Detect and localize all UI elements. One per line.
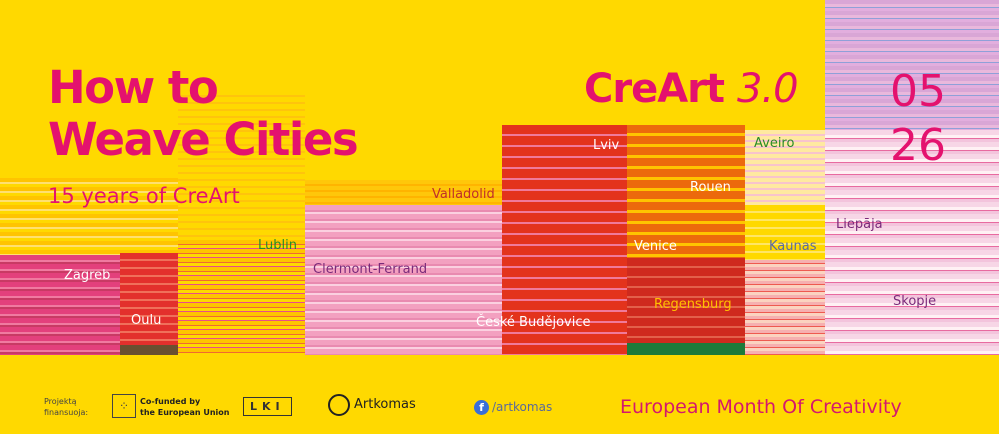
brand-name: CreArt 3.0 <box>584 66 799 112</box>
city-label: Clermont-Ferrand <box>313 262 428 277</box>
date-month: 05 <box>890 66 946 117</box>
city-label: Venice <box>634 239 677 254</box>
artkomas-logo-icon <box>328 394 350 416</box>
city-label: Zagreb <box>64 268 111 283</box>
weave-aveiro <box>745 130 825 205</box>
brand-label: CreArt <box>584 66 725 112</box>
title-line-1: How to <box>48 61 219 114</box>
weave-clermont <box>305 205 502 355</box>
weave-zagreb <box>0 255 120 355</box>
eu-label-line-1: Co-funded by <box>140 397 201 406</box>
brand-version: 3.0 <box>736 66 799 112</box>
facebook-link[interactable]: /artkomas <box>492 400 553 414</box>
page-title: How to Weave Cities <box>48 61 359 166</box>
city-label: České Budějovice <box>476 315 591 330</box>
city-label: Liepāja <box>836 217 883 232</box>
tagline: European Month Of Creativity <box>620 396 902 418</box>
city-label: Skopje <box>893 294 937 309</box>
weave-venice <box>627 258 745 355</box>
weave-lublin-top <box>178 90 305 240</box>
subtitle: 15 years of CreArt <box>48 184 240 208</box>
artkomas-label: Artkomas <box>354 397 416 412</box>
funded-label: Projektą finansuoja: <box>44 397 89 417</box>
city-label: Lublin <box>258 238 297 253</box>
city-label: Regensburg <box>654 297 732 312</box>
date-year: 26 <box>890 120 946 171</box>
city-label: Rouen <box>690 180 731 195</box>
weave-oulu <box>120 253 178 355</box>
weave-kaunas <box>745 205 825 260</box>
eu-label-line-2: the European Union <box>140 408 230 417</box>
facebook-icon: f <box>474 400 489 415</box>
weave-right-top <box>825 0 999 130</box>
weave-valladolid <box>305 180 502 208</box>
city-label: Kaunas <box>769 239 817 254</box>
eu-label: Co-funded by the European Union <box>140 396 230 418</box>
city-label: Aveiro <box>754 136 795 151</box>
city-label: Valladolid <box>432 187 495 202</box>
lki-logo: LKI <box>243 397 292 416</box>
weave-right-bottom <box>825 130 999 355</box>
city-label: Lviv <box>593 138 620 153</box>
weave-lviv <box>502 125 627 355</box>
weave-lublin <box>178 240 305 355</box>
eu-flag-icon: ⁘ <box>112 394 136 418</box>
weave-rouen <box>627 125 745 258</box>
weave-kaunas-bottom <box>745 260 825 355</box>
title-line-2: Weave Cities <box>48 113 359 166</box>
city-label: Oulu <box>131 313 162 328</box>
